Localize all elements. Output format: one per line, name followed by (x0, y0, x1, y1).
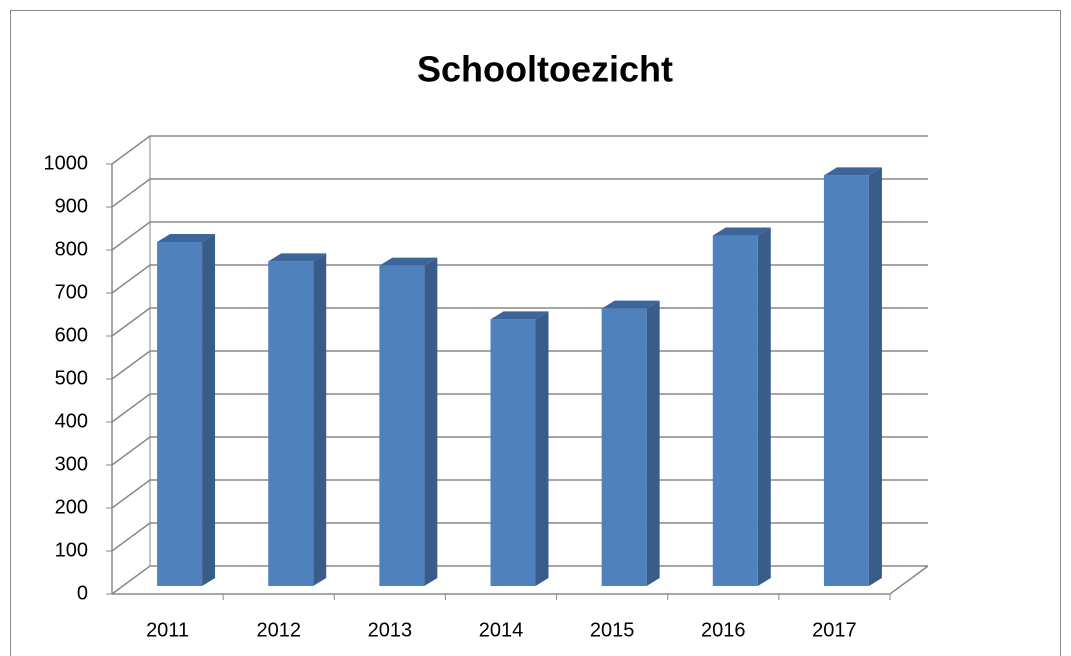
bar-side (424, 257, 438, 586)
x-tick-label: 2014 (479, 619, 524, 641)
bar-top (157, 234, 216, 242)
y-tick-label: 800 (55, 238, 88, 260)
y-tick-label: 300 (55, 453, 88, 475)
x-tick-label: 2011 (146, 619, 189, 641)
bar-side (868, 167, 882, 586)
bar-side (535, 311, 549, 586)
y-tick-label: 400 (55, 410, 88, 432)
bar (601, 308, 647, 586)
y-tick-label: 1000 (44, 152, 89, 174)
x-tick-label: 2017 (812, 619, 857, 641)
bar-top (601, 300, 660, 309)
bar (379, 265, 425, 586)
x-tick-label: 2015 (590, 619, 635, 641)
bar (268, 261, 314, 586)
bar (712, 235, 758, 587)
y-tick-label: 700 (55, 281, 88, 303)
bar-side (646, 300, 660, 586)
y-tick-label: 0 (77, 582, 88, 604)
x-tick-label: 2016 (701, 619, 746, 641)
bar-top (379, 257, 438, 266)
y-tick-label: 100 (55, 539, 88, 561)
bar-top (712, 227, 771, 236)
bar-side (757, 227, 771, 587)
bar (157, 242, 203, 586)
x-tick-label: 2012 (256, 619, 301, 641)
y-tick-label: 200 (55, 496, 88, 518)
bar-top (823, 167, 882, 176)
bar (490, 319, 536, 586)
bar-top (490, 311, 549, 320)
bar (823, 175, 869, 586)
bar-side (202, 234, 216, 586)
x-tick-label: 2013 (368, 619, 413, 641)
y-tick-label: 500 (55, 367, 88, 389)
y-tick-label: 600 (55, 324, 88, 346)
chart-title: Schooltoezicht (417, 49, 673, 90)
bar-side (313, 253, 327, 586)
y-tick-label: 900 (55, 195, 88, 217)
bar-top (268, 253, 327, 262)
